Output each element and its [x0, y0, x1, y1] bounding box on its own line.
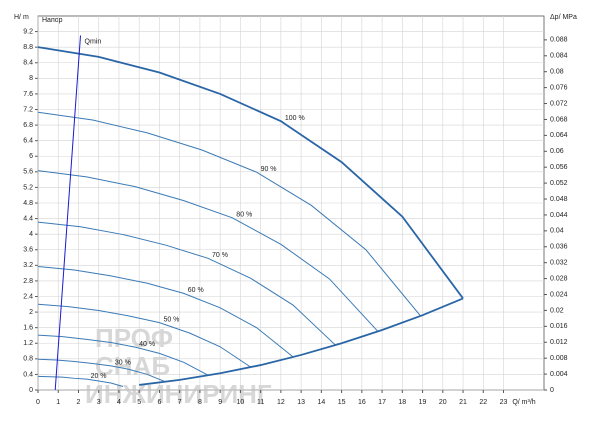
y-tick-label: 3.2 [23, 262, 33, 269]
watermark: ИНЖИНИРИНГ [85, 379, 272, 409]
curve [37, 111, 421, 317]
y2-tick-label: 0.032 [550, 260, 568, 267]
y2-tick-label: 0.048 [550, 196, 568, 203]
y-tick-label: 8.8 [23, 44, 33, 51]
y2-tick-label: 0.056 [550, 164, 568, 171]
x-tick-label: 0 [36, 399, 40, 406]
y-tick-label: 8.4 [23, 60, 33, 67]
x-tick-label: 20 [439, 399, 447, 406]
curve [37, 303, 251, 368]
x-axis-label: Q/ m³/h [512, 399, 535, 406]
x-tick-label: 18 [398, 399, 406, 406]
x-tick-label: 11 [257, 399, 264, 406]
curve-label: 30 % [115, 360, 131, 367]
y-tick-label: 8 [29, 75, 33, 82]
curve [37, 46, 464, 299]
x-tick-label: 19 [419, 399, 427, 406]
x-tick-label: 3 [97, 399, 101, 406]
y2-tick-label: 0.068 [550, 116, 568, 123]
y2-tick-label: 0.008 [550, 355, 568, 362]
y-tick-label: 4.4 [23, 215, 33, 222]
y2-tick-label: 0.016 [550, 323, 568, 330]
y2-tick-label: 0.088 [550, 37, 568, 44]
y-tick-label: 7.6 [23, 91, 33, 98]
x-tick-label: 17 [378, 399, 386, 406]
y-tick-label: 4.8 [23, 200, 33, 207]
x-tick-label: 14 [317, 399, 325, 406]
curve-label: 80 % [236, 212, 252, 219]
x-tick-label: 9 [218, 399, 222, 406]
curve-label: 40 % [139, 341, 155, 348]
x-tick-label: 22 [479, 399, 487, 406]
y-tick-label: 0 [29, 387, 33, 394]
y-tick-label: 6.4 [23, 138, 33, 145]
x-tick-label: 13 [297, 399, 305, 406]
y2-tick-label: 0.028 [550, 275, 568, 282]
x-tick-label: 8 [198, 399, 202, 406]
x-tick-label: 10 [237, 399, 245, 406]
y-tick-label: 6 [29, 153, 33, 160]
y2-tick-label: 0.024 [550, 291, 568, 298]
curve-label: 90 % [261, 166, 277, 173]
y2-tick-label: 0.036 [550, 244, 568, 251]
y-axis-label: H/ m [14, 14, 29, 21]
y-tick-label: 5.2 [23, 184, 33, 191]
y2-tick-label: 0.064 [550, 132, 568, 139]
y2-tick-label: 0.044 [550, 212, 568, 219]
y2-tick-label: 0 [550, 387, 554, 394]
y-tick-label: 9.2 [23, 28, 33, 35]
x-tick-label: 16 [358, 399, 366, 406]
y-tick-label: 4 [29, 231, 33, 238]
y-tick-label: 2.8 [23, 278, 33, 285]
y-tick-label: 5.6 [23, 169, 33, 176]
curve [37, 170, 379, 332]
curve [37, 375, 124, 387]
curve [37, 266, 294, 358]
y2-tick-label: 0.004 [550, 371, 568, 378]
y2-tick-label: 0.06 [550, 148, 564, 155]
y2-tick-label: 0.084 [550, 53, 568, 60]
x-tick-label: 23 [500, 399, 508, 406]
y-tick-label: 2 [29, 309, 33, 316]
chart-title: Напор [42, 17, 63, 24]
curve-label: 20 % [91, 373, 107, 380]
y2-axis-label: Δp/ MPa [550, 14, 577, 21]
y2-tick-label: 0.072 [550, 100, 568, 107]
y2-tick-label: 0.02 [550, 307, 564, 314]
curve-label: 70 % [212, 252, 228, 259]
x-tick-label: 7 [178, 399, 182, 406]
x-tick-label: 6 [157, 399, 161, 406]
x-tick-label: 2 [77, 399, 81, 406]
curve [37, 358, 166, 383]
curve [37, 334, 209, 376]
y-tick-label: 0.4 [23, 371, 33, 378]
curve [139, 297, 464, 386]
y2-tick-label: 0.04 [550, 228, 564, 235]
x-tick-label: 21 [459, 399, 467, 406]
x-tick-label: 15 [338, 399, 346, 406]
x-tick-label: 12 [277, 399, 285, 406]
curve [54, 35, 82, 391]
y-tick-label: 1.6 [23, 325, 33, 332]
y2-tick-label: 0.052 [550, 180, 568, 187]
y-tick-label: 7.2 [23, 106, 33, 113]
curve-label: Qmin [85, 38, 102, 45]
y2-tick-label: 0.076 [550, 84, 568, 91]
curve-label: 60 % [188, 287, 204, 294]
y2-tick-label: 0.012 [550, 339, 568, 346]
y-tick-label: 6.8 [23, 122, 33, 129]
curve-label: 100 % [285, 115, 305, 122]
x-tick-label: 1 [56, 399, 60, 406]
x-tick-label: 4 [117, 399, 121, 406]
y-tick-label: 2.4 [23, 293, 33, 300]
y-tick-label: 3.6 [23, 247, 33, 254]
y-tick-label: 0.8 [23, 356, 33, 363]
curve-label: 50 % [163, 316, 179, 323]
curve [37, 221, 336, 346]
x-tick-label: 5 [137, 399, 141, 406]
y2-tick-label: 0.08 [550, 69, 564, 76]
y-tick-label: 1.2 [23, 340, 33, 347]
